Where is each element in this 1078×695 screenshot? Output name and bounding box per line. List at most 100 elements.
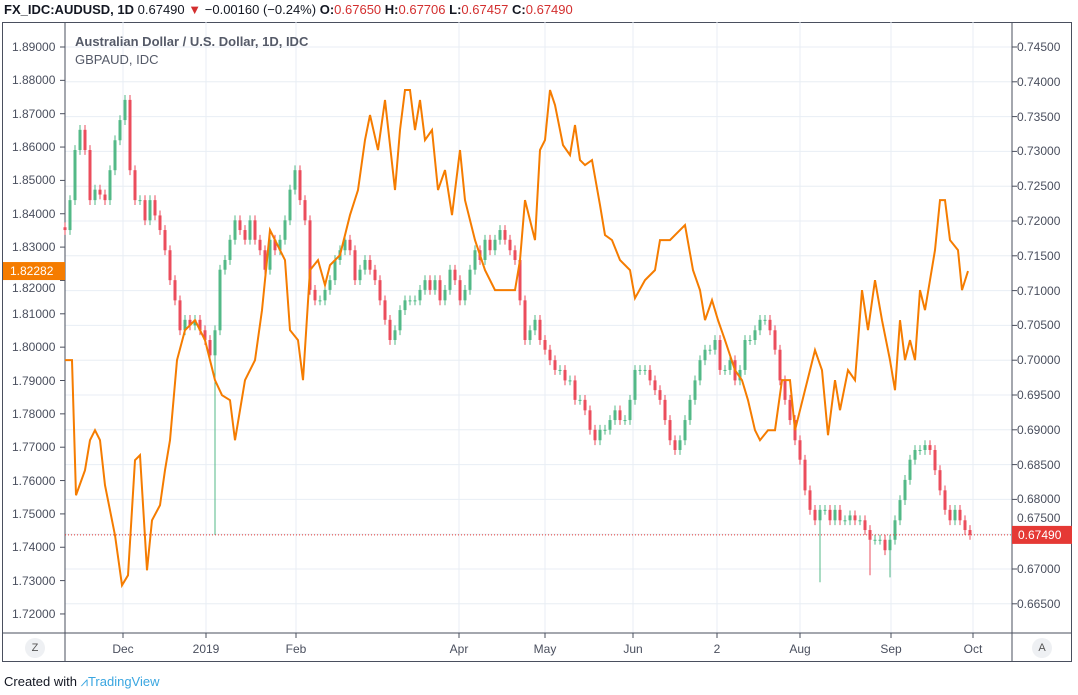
candle-body: [728, 360, 732, 370]
candle-body: [398, 310, 402, 331]
candle-body: [168, 250, 172, 281]
high-value: 0.67706: [398, 2, 446, 17]
time-axis-label: Dec: [112, 642, 134, 656]
candle-body: [348, 239, 352, 251]
candle-body: [493, 239, 497, 251]
candle-body: [673, 440, 677, 450]
right-axis-label: 0.70500: [1017, 318, 1061, 333]
candle-body: [343, 239, 347, 251]
candle-body: [88, 150, 92, 201]
candle-body: [883, 539, 887, 551]
candle-body: [613, 410, 617, 421]
candle-body: [948, 509, 952, 521]
left-axis-label: 1.73000: [12, 573, 56, 588]
candle-body: [518, 259, 522, 301]
candle-body: [333, 259, 337, 281]
candle-body: [638, 369, 642, 371]
candle-body: [653, 380, 657, 391]
right-axis-label: 0.73000: [1017, 144, 1061, 159]
candle-body: [238, 220, 242, 231]
candle-body: [538, 319, 542, 341]
tradingview-link[interactable]: TradingView: [87, 674, 160, 689]
candle-body: [723, 369, 727, 371]
candle-body: [573, 380, 577, 400]
auto-scale-right-button[interactable]: A: [1032, 638, 1052, 658]
candle-body: [923, 445, 927, 450]
left-axis-label: 1.85000: [12, 173, 56, 188]
candle-body: [368, 259, 372, 270]
candle-body: [103, 194, 107, 201]
candle-body: [118, 120, 122, 141]
candle-body: [688, 399, 692, 421]
candle-body: [533, 319, 537, 331]
candle-body: [438, 280, 442, 301]
candle-body: [163, 230, 167, 251]
candle-body: [183, 319, 187, 331]
candle-body: [483, 239, 487, 260]
candle-body: [908, 459, 912, 480]
candle-body: [888, 539, 892, 551]
right-axis-label: 0.73500: [1017, 109, 1061, 124]
candle-body: [223, 259, 227, 270]
candle-body: [298, 170, 302, 201]
candle-body: [763, 319, 767, 321]
candle-body: [813, 509, 817, 521]
candle-body: [513, 250, 517, 260]
candle-body: [553, 360, 557, 370]
candle-body: [798, 440, 802, 460]
auto-scale-left-button[interactable]: Z: [25, 638, 45, 658]
candle-body: [353, 250, 357, 281]
candle-body: [593, 429, 597, 441]
candle-body: [523, 300, 527, 341]
time-axis-label: Aug: [789, 642, 811, 656]
candle-body: [788, 399, 792, 421]
candle-body: [818, 509, 822, 521]
left-axis-label: 1.84000: [12, 206, 56, 221]
candle-body: [293, 170, 297, 190]
candle-body: [393, 330, 397, 341]
candle-body: [913, 449, 917, 460]
candle-body: [373, 269, 377, 281]
candle-body: [658, 390, 662, 400]
candle-body: [928, 445, 932, 450]
open-value: 0.67650: [334, 2, 382, 17]
low-label: L:: [449, 2, 462, 17]
left-axis-label: 1.88000: [12, 73, 56, 88]
candle-body: [268, 239, 272, 270]
candle-body: [178, 300, 182, 331]
right-axis-label: 0.68500: [1017, 457, 1061, 472]
candle-body: [508, 239, 512, 251]
candle-body: [598, 429, 602, 441]
candle-body: [618, 410, 622, 421]
candle-body: [853, 515, 857, 521]
candle-body: [308, 220, 312, 290]
candle-body: [773, 330, 777, 350]
chart-frame: [2, 22, 1072, 662]
candle-body: [833, 509, 837, 521]
close-label: C:: [512, 2, 526, 17]
left-axis-label: 1.87000: [12, 106, 56, 121]
candle-body: [968, 530, 972, 535]
candle-body: [148, 200, 152, 221]
candle-body: [768, 319, 772, 331]
candle-body: [608, 420, 612, 430]
candle-body: [193, 319, 197, 326]
candle-body: [453, 269, 457, 281]
candle-body: [288, 189, 292, 221]
time-axis-label: Apr: [449, 642, 469, 656]
candle-body: [958, 509, 962, 521]
down-arrow-icon: ▼: [188, 2, 202, 17]
candle-body: [208, 340, 212, 356]
candle-body: [963, 520, 967, 531]
candle-body: [848, 515, 852, 521]
candle-body: [678, 440, 682, 450]
candle-body: [918, 449, 922, 451]
candle-body: [218, 269, 222, 331]
left-axis-label: 1.86000: [12, 140, 56, 155]
candle-body: [418, 289, 422, 301]
candle-body: [63, 227, 67, 231]
candle-body: [938, 470, 942, 491]
candle-body: [203, 330, 207, 341]
right-axis-label: 0.68000: [1017, 492, 1061, 507]
